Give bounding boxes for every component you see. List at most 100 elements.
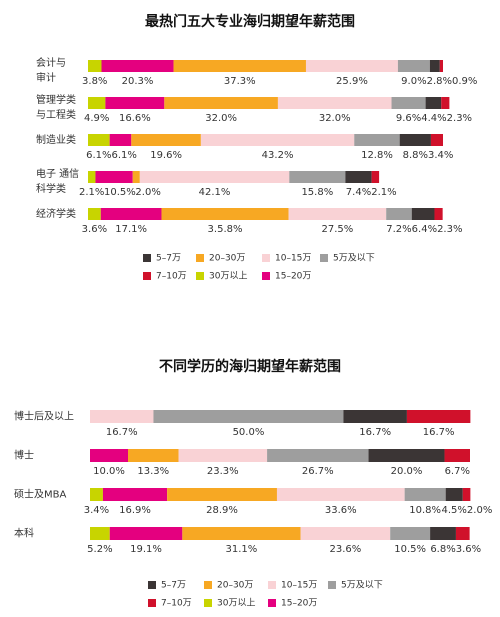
value-label: 7.4% bbox=[346, 187, 371, 198]
bar-segment bbox=[444, 449, 470, 462]
legend-label: 7–10万 bbox=[161, 599, 192, 609]
value-label: 4.9% bbox=[84, 113, 109, 124]
value-label: 37.3% bbox=[224, 76, 256, 87]
legend-swatch bbox=[143, 254, 151, 262]
legend-swatch bbox=[148, 581, 156, 589]
bar-segment bbox=[88, 208, 101, 220]
bar-segment bbox=[102, 488, 168, 501]
bar-segment bbox=[345, 171, 372, 183]
value-label: 10.5% bbox=[394, 544, 426, 555]
bar-segment bbox=[100, 208, 162, 220]
value-label: 6.8% bbox=[430, 544, 455, 555]
bar-segment bbox=[439, 60, 443, 72]
bar-segment bbox=[88, 97, 106, 109]
value-label: 0.9% bbox=[452, 76, 477, 87]
value-label: 3.6% bbox=[456, 544, 481, 555]
category-label: 管理学类与工程类 bbox=[36, 93, 76, 121]
category-label: 博士 bbox=[14, 449, 34, 462]
bar-segment bbox=[167, 488, 277, 501]
bar-segment bbox=[441, 97, 450, 109]
value-label: 28.9% bbox=[206, 505, 238, 516]
value-label: 50.0% bbox=[233, 427, 265, 438]
value-label: 27.5% bbox=[321, 224, 353, 235]
value-label: 2.0% bbox=[467, 505, 492, 516]
category-label: 经济学类 bbox=[36, 207, 76, 220]
bar-segment bbox=[90, 488, 103, 501]
bar-segment bbox=[178, 449, 268, 462]
category-label: 电子 通信科学类 bbox=[36, 167, 79, 195]
value-label: 6.7% bbox=[445, 466, 470, 477]
legend-label: 5万及以下 bbox=[341, 580, 383, 591]
legend-swatch bbox=[196, 254, 204, 262]
bar-segment bbox=[276, 488, 405, 501]
bar-segment bbox=[397, 60, 430, 72]
bar-segment bbox=[164, 97, 278, 109]
legend-swatch bbox=[328, 581, 336, 589]
category-label: 博士后及以上 bbox=[14, 410, 74, 423]
value-label: 3.6% bbox=[82, 224, 107, 235]
legend-label: 5–7万 bbox=[156, 254, 181, 264]
legend-swatch bbox=[320, 254, 328, 262]
value-label: 4.4% bbox=[421, 113, 446, 124]
category-label: 硕士及MBA bbox=[14, 488, 66, 501]
value-label: 3.8% bbox=[82, 76, 107, 87]
value-label: 12.8% bbox=[361, 150, 393, 161]
bar-segment bbox=[139, 171, 290, 183]
bar-segment bbox=[445, 488, 463, 501]
legend-label: 15–20万 bbox=[275, 272, 311, 282]
bar-segment bbox=[368, 449, 445, 462]
value-label: 5.2% bbox=[87, 544, 112, 555]
value-label: 2.1% bbox=[371, 187, 396, 198]
value-label: 25.9% bbox=[336, 76, 368, 87]
bar-segment bbox=[343, 410, 407, 423]
chart-title: 最热门五大专业海归期望年薪范围 bbox=[145, 13, 355, 30]
legend-label: 20–30万 bbox=[209, 254, 245, 264]
legend-swatch bbox=[148, 599, 156, 607]
bar-segment bbox=[434, 208, 443, 220]
value-label: 16.7% bbox=[423, 427, 455, 438]
bar-segment bbox=[161, 208, 289, 220]
legend-label: 30万以上 bbox=[217, 598, 255, 609]
bar-segment bbox=[305, 60, 398, 72]
bar-segment bbox=[399, 134, 431, 146]
bar-segment bbox=[109, 527, 183, 540]
bar-segment bbox=[267, 449, 369, 462]
bar-segment bbox=[411, 208, 435, 220]
bar-segment bbox=[455, 527, 470, 540]
legend-label: 10–15万 bbox=[275, 254, 311, 264]
value-label: 16.6% bbox=[119, 113, 151, 124]
value-label: 6.1% bbox=[112, 150, 137, 161]
bar-segment bbox=[182, 527, 301, 540]
value-label: 6.1% bbox=[86, 150, 111, 161]
chart-title: 不同学历的海归期望年薪范围 bbox=[159, 358, 341, 375]
value-label: 23.6% bbox=[329, 544, 361, 555]
legend-swatch bbox=[204, 581, 212, 589]
value-label: 31.1% bbox=[226, 544, 258, 555]
legend-swatch bbox=[204, 599, 212, 607]
legend-label: 20–30万 bbox=[217, 581, 253, 591]
value-label: 32.0% bbox=[319, 113, 351, 124]
category-label: 制造业类 bbox=[36, 133, 76, 146]
legend-label: 10–15万 bbox=[281, 581, 317, 591]
value-label: 4.5% bbox=[442, 505, 467, 516]
value-label: 2.0% bbox=[135, 187, 160, 198]
bar-segment bbox=[90, 410, 154, 423]
value-label: 2.3% bbox=[437, 224, 462, 235]
bar-segment bbox=[429, 60, 440, 72]
bar-segment bbox=[101, 60, 174, 72]
value-label: 6.4% bbox=[412, 224, 437, 235]
value-label: 8.8% bbox=[403, 150, 428, 161]
value-label: 26.7% bbox=[302, 466, 334, 477]
bar-segment bbox=[406, 410, 471, 423]
bar-segment bbox=[289, 171, 346, 183]
value-label: 13.3% bbox=[137, 466, 169, 477]
value-label: 2.3% bbox=[447, 113, 472, 124]
bar-segment bbox=[109, 134, 132, 146]
bar-segment bbox=[404, 488, 446, 501]
value-label: 2.1% bbox=[79, 187, 104, 198]
legend-swatch bbox=[268, 599, 276, 607]
bar-segment bbox=[288, 208, 387, 220]
legend-swatch bbox=[262, 272, 270, 280]
value-label: 10.8% bbox=[409, 505, 441, 516]
bar-segment bbox=[88, 134, 110, 146]
